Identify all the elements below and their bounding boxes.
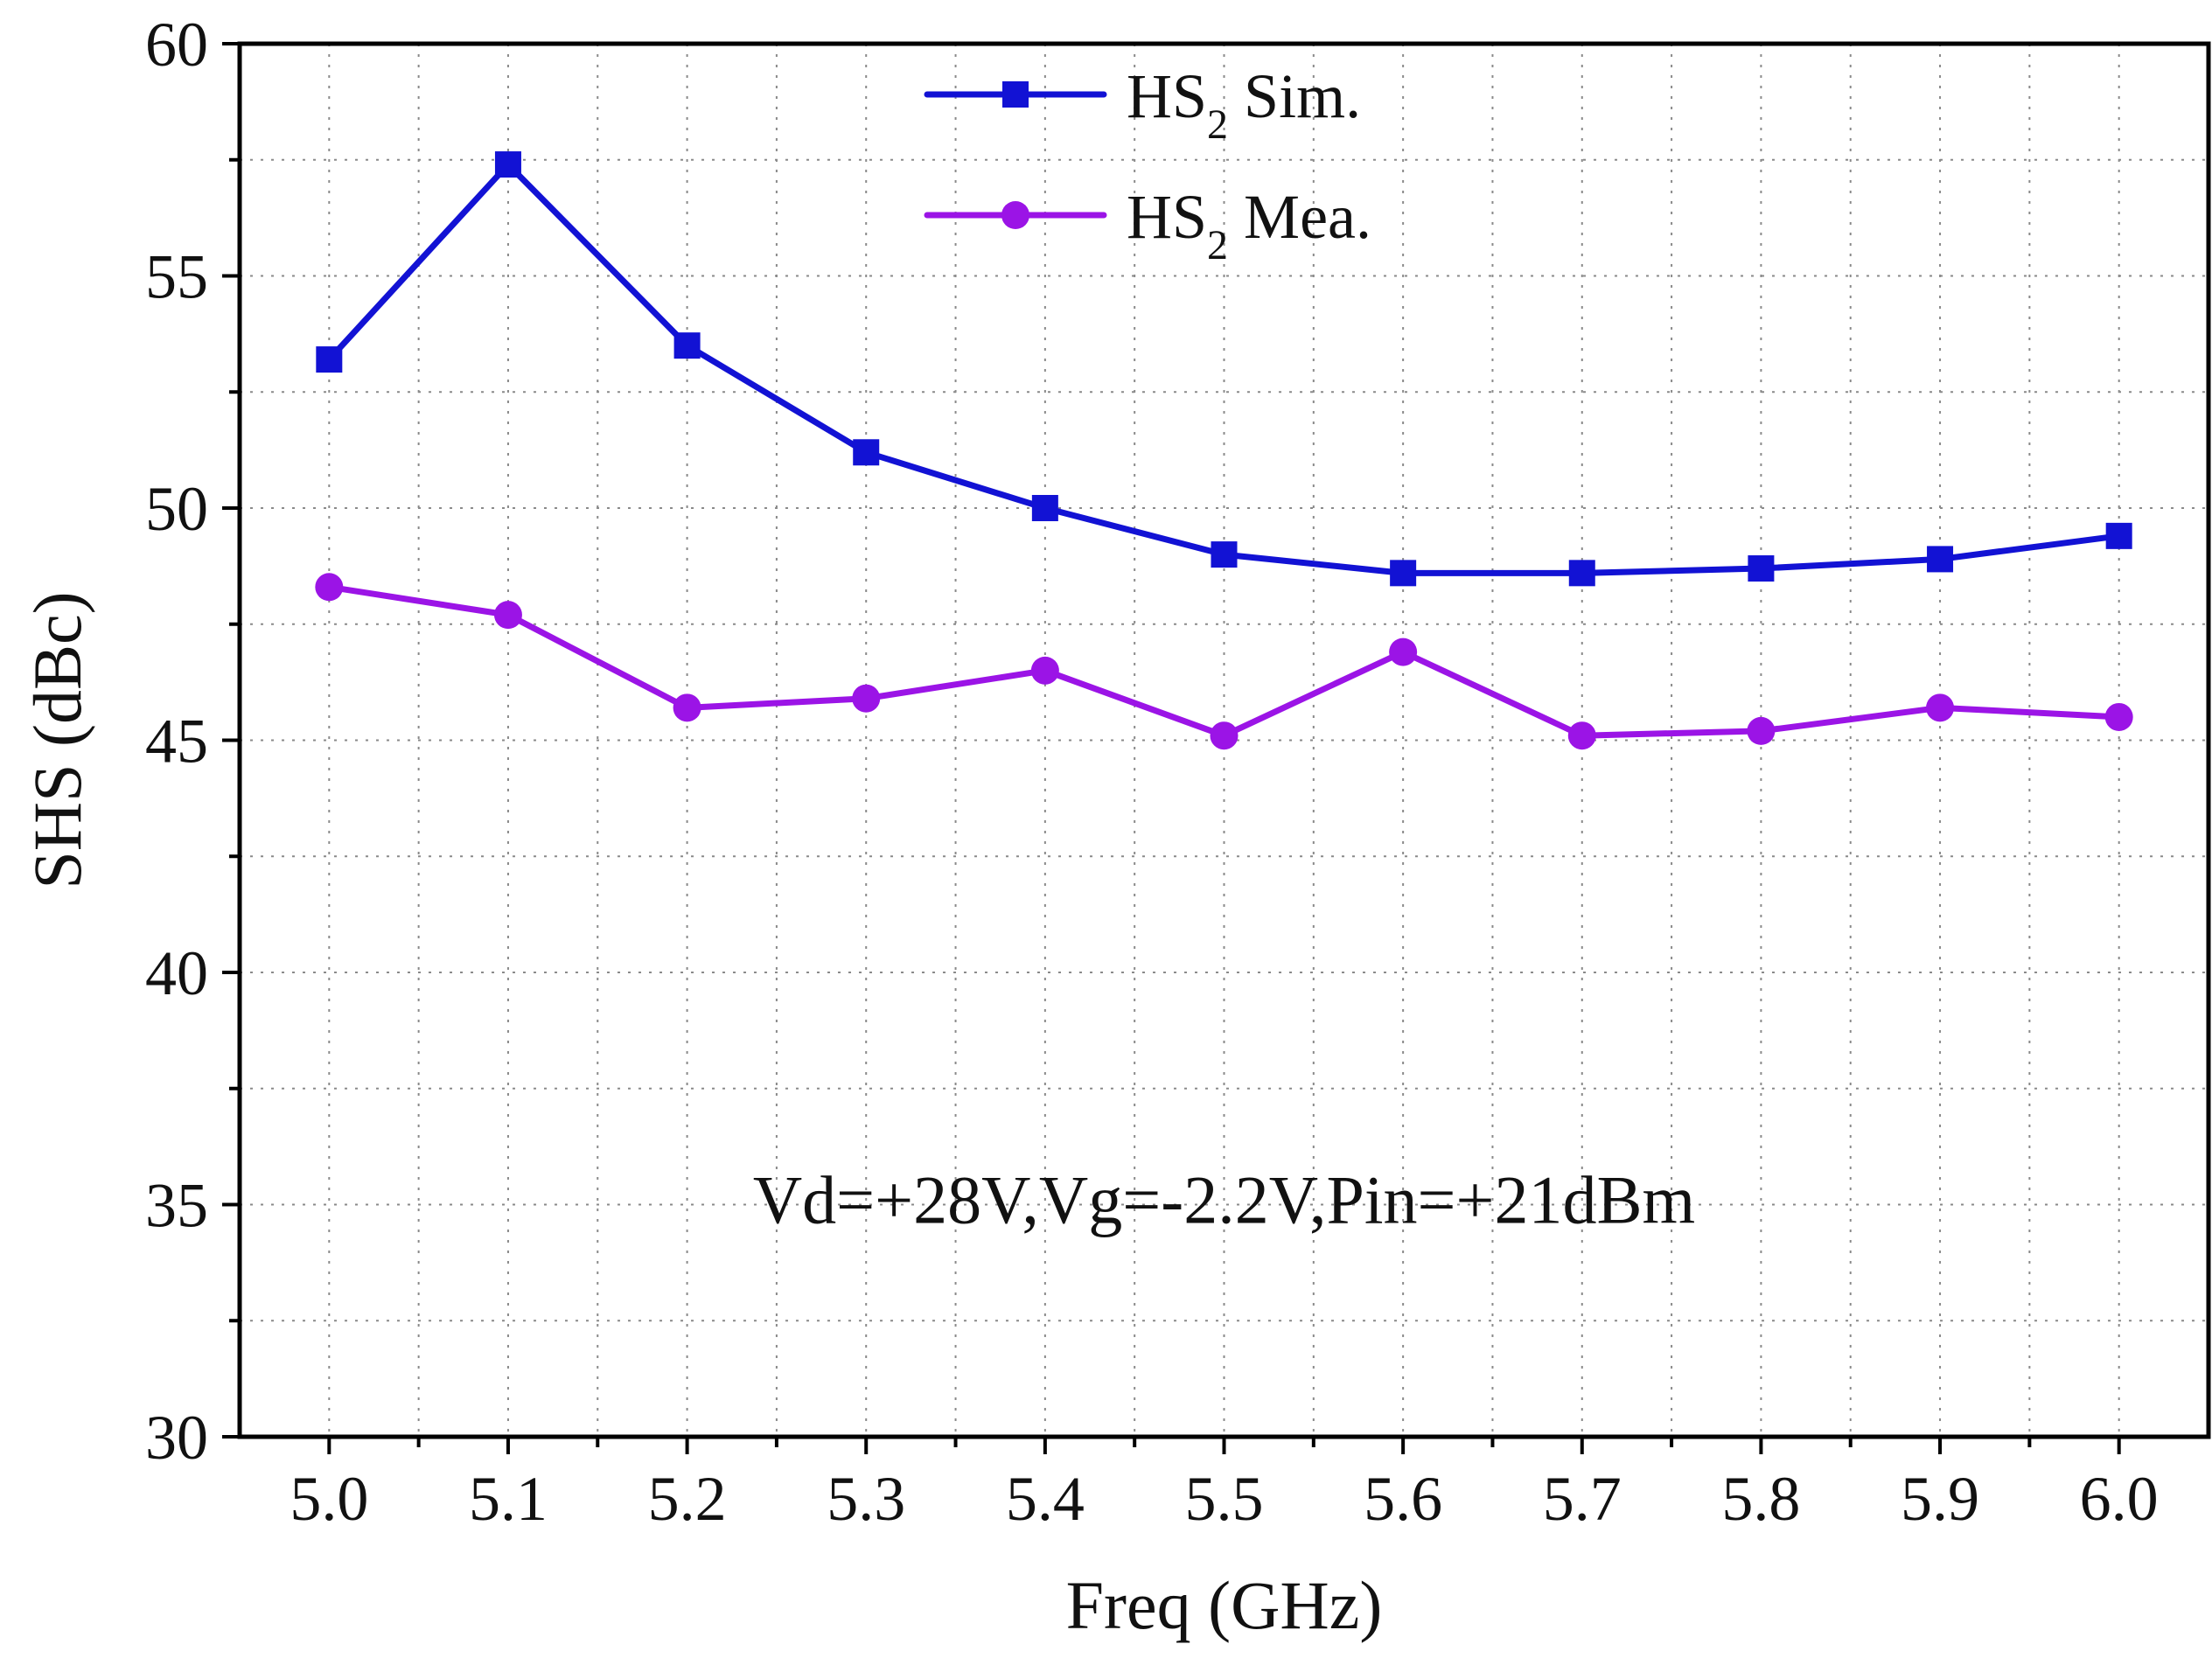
series-0-point [2105,522,2132,549]
series-1-point [1567,721,1596,750]
x-axis-tick-label: 6.0 [2080,1464,2159,1534]
series-layer [315,151,2133,750]
legend-label-0: HS2 Sim. [1127,61,1361,148]
x-axis-tick-label: 5.0 [290,1464,368,1534]
series-0-point [494,151,521,178]
series-0-point [1568,560,1595,587]
series-0-point [1748,555,1775,582]
series-1-point [315,573,344,602]
series-0-point [1211,541,1238,568]
y-axis-tick-label: 40 [145,938,208,1008]
x-axis-tick-label: 5.6 [1364,1464,1442,1534]
tick-layer [222,42,2121,1454]
series-1-point [1926,693,1955,722]
series-line-1 [325,583,2123,739]
legend-marker-1 [1001,201,1029,229]
series-1-point [2104,702,2133,731]
series-0-point [316,346,343,373]
x-axis-tick-label: 5.3 [827,1464,905,1534]
legend-layer: HS2 Sim.HS2 Mea. [924,61,1371,268]
legend-marker-0 [1002,81,1029,108]
y-axis-tick-label: 60 [145,10,208,80]
series-1-point [493,601,522,630]
y-axis-tick-label: 35 [145,1171,208,1241]
y-axis-tick-label: 55 [145,242,208,312]
x-axis-tick-label: 5.2 [648,1464,727,1534]
series-1-point [1389,637,1418,666]
y-axis-label: SHS (dBc) [19,591,95,888]
x-axis-tick-label: 5.5 [1185,1464,1264,1534]
legend-label-tail-0: Sim. [1228,61,1361,131]
x-axis-tick-label: 5.1 [469,1464,548,1534]
x-axis-label: Freq (GHz) [1066,1567,1383,1643]
grid-layer [240,44,2209,1437]
annotation-text-0: Vd=+28V,Vg=-2.2V,Pin=+21dBm [753,1162,1695,1238]
label-layer: 5.0 5.1 5.2 5.3 5.4 5.5 5.6 5.7 5.8 5.9 6.0 30 35 40 4… [19,10,2159,1643]
legend-label-tail-1: Mea. [1228,182,1371,252]
legend-label-sub-1: 2 [1207,222,1228,268]
series-0-point [1390,560,1417,587]
y-axis-tick-label: 30 [145,1403,208,1473]
legend-label-main-1: HS [1127,182,1207,252]
series-0-point [1031,495,1058,521]
annotation-layer: Vd=+28V,Vg=-2.2V,Pin=+21dBm [753,1162,1695,1238]
series-1-point [1747,716,1776,745]
series-0-point [853,439,880,466]
x-axis-tick-label: 5.4 [1006,1464,1085,1534]
y-axis-tick-label: 50 [145,474,208,544]
x-axis-tick-label: 5.9 [1901,1464,1979,1534]
x-axis-tick-label: 5.8 [1721,1464,1800,1534]
series-0-point [673,332,701,359]
x-axis-tick-label: 5.7 [1543,1464,1622,1534]
series-0-point [1927,546,1954,573]
legend-label-sub-0: 2 [1207,101,1228,148]
legend-label-main-0: HS [1127,61,1207,131]
series-1-point [1210,721,1239,750]
y-axis-tick-label: 45 [145,707,208,777]
legend-label-1: HS2 Mea. [1127,182,1371,268]
series-1-point [673,693,701,722]
series-1-point [852,684,881,713]
series-1-point [1030,656,1059,685]
